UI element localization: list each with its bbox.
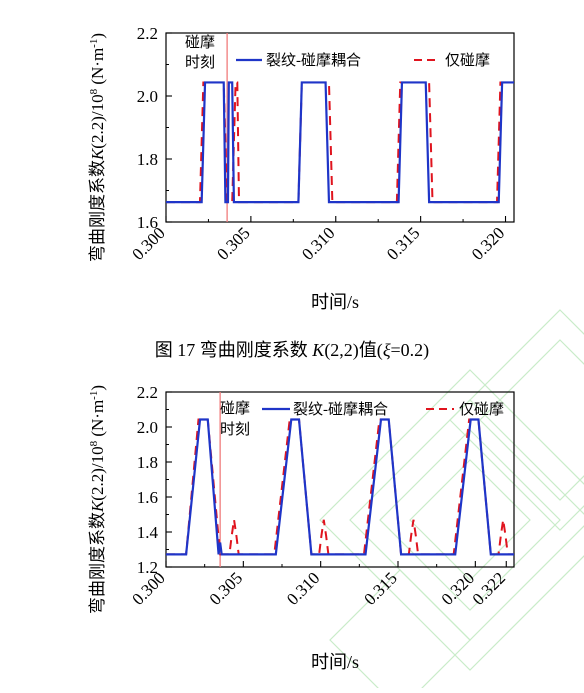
- x-tick-label: 0.305: [206, 568, 246, 608]
- y-tick-label: 1.6: [137, 213, 158, 232]
- y-tick-label: 1.4: [137, 523, 159, 542]
- chart-1-legend-rub-only: 仅碰摩: [445, 51, 490, 69]
- x-tick-label: 0.322: [469, 568, 509, 608]
- chart-2-rub-moment-label-line1: 碰摩: [220, 399, 250, 417]
- chart-1-legend-crack-rub: 裂纹-碰摩耦合: [266, 51, 361, 69]
- chart-2-legend-crack-rub: 裂纹-碰摩耦合: [293, 400, 388, 418]
- x-tick-label: 0.305: [213, 223, 253, 263]
- x-tick-label: 0.310: [298, 223, 338, 263]
- chart-1-ticks: 1.6 1.8 2.0 2.2 0.300 0.305 0.310 0.315 0.320: [128, 24, 508, 264]
- watermark-diamond: [379, 429, 561, 611]
- x-tick-label: 0.320: [468, 223, 508, 263]
- chart-2-legend: 裂纹-碰摩耦合 仅碰摩: [262, 400, 504, 418]
- y-tick-label: 2.0: [137, 87, 158, 106]
- y-tick-label: 2.0: [137, 418, 158, 437]
- y-tick-label: 1.8: [137, 150, 158, 169]
- chart-1-rub-moment-label-line2: 时刻: [185, 54, 215, 71]
- chart-2-series-group: [166, 418, 514, 556]
- x-tick-label: 0.310: [283, 568, 323, 608]
- chart-1-series-group: [166, 81, 514, 204]
- y-tick-label: 1.6: [137, 488, 158, 507]
- watermark-pattern: [319, 309, 584, 693]
- y-tick-label: 2.2: [137, 383, 158, 402]
- series-crack-rub-line: [166, 81, 514, 204]
- series-rub-only-line: [166, 418, 514, 556]
- chart-1-y-axis-label: 弯曲刚度系数K(2.2)/108 (N·m-1): [88, 33, 107, 262]
- chart-1: 1.6 1.8 2.0 2.2 0.300 0.305 0.310 0.315 0.320 碰摩…: [88, 24, 515, 312]
- watermark-diamond: [409, 459, 531, 581]
- x-tick-label: 0.300: [128, 223, 168, 263]
- series-rub-only-line: [166, 81, 514, 204]
- chart-1-rub-moment-label-line1: 碰摩: [185, 33, 215, 51]
- x-tick-label: 0.315: [383, 223, 423, 263]
- figure-caption: 图 17 弯曲刚度系数 K(2,2)值(ξ=0.2): [155, 340, 429, 361]
- y-tick-label: 2.2: [137, 24, 158, 43]
- watermark-diamond: [479, 339, 584, 501]
- chart-2-x-axis-label: 时间/s: [311, 652, 359, 672]
- y-tick-label: 1.8: [137, 453, 158, 472]
- chart-2-legend-rub-only: 仅碰摩: [459, 400, 504, 418]
- x-tick-label: 0.300: [128, 568, 168, 608]
- watermark-diamond: [449, 309, 584, 531]
- chart-2-y-axis-label: 弯曲刚度系数K(2.2)/108 (N·m-1): [88, 385, 107, 614]
- chart-1-legend: 裂纹-碰摩耦合 仅碰摩: [236, 51, 490, 69]
- watermark-diamond: [319, 369, 584, 671]
- y-tick-label: 1.2: [137, 558, 158, 577]
- chart-2: 1.21.41.61.82.02.20.300 0.305 0.310 0.315 0.…: [88, 383, 515, 672]
- chart-1-x-axis-label: 时间/s: [311, 292, 359, 312]
- x-tick-label: 0.320: [438, 568, 478, 608]
- series-crack-rub-line: [166, 418, 514, 556]
- watermark-diamond: [329, 569, 471, 693]
- chart-2-rub-moment-label-line2: 时刻: [220, 421, 250, 438]
